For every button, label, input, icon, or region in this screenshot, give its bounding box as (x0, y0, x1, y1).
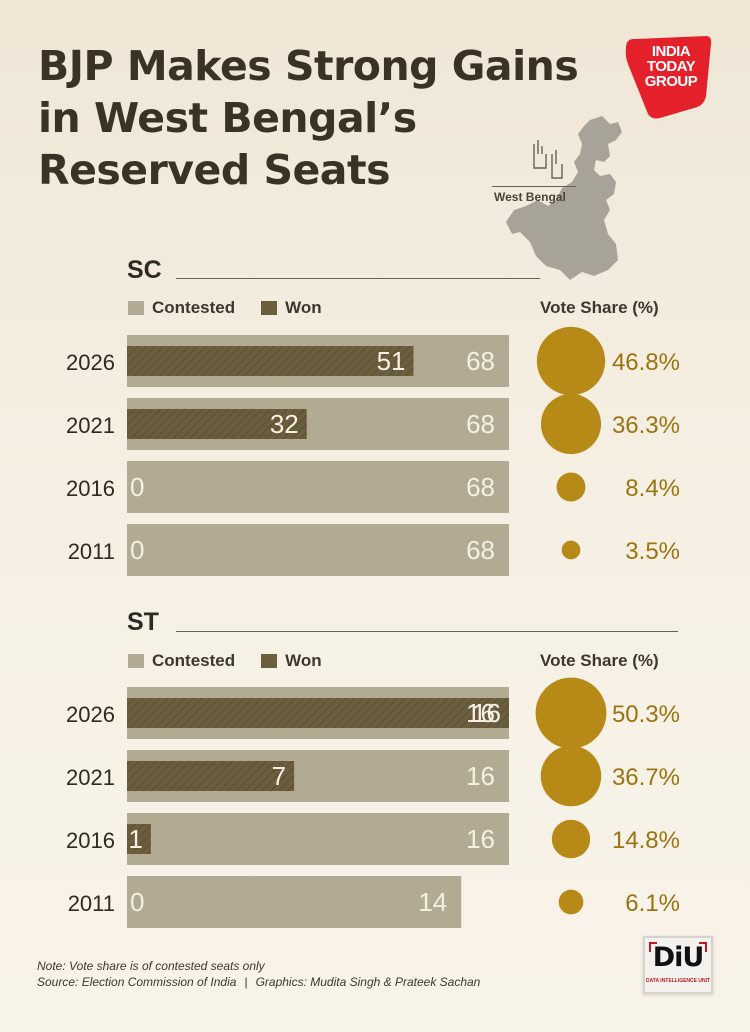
logo-line-1: INDIA (651, 43, 691, 60)
won-bar (127, 409, 307, 439)
year-label: 2021 (66, 413, 115, 438)
diu-corner-right (699, 942, 707, 952)
contested-bar (127, 461, 509, 513)
vote-share-label: 3.5% (625, 538, 680, 565)
year-label: 2011 (68, 539, 115, 564)
footer-note: Note: Vote share is of contested seats o… (37, 959, 265, 973)
footer-credits: Source: Election Commission of India | Gra… (37, 974, 480, 990)
year-label: 2021 (66, 765, 115, 790)
vote-share-label: 6.1% (625, 890, 680, 917)
map-label-rule (492, 186, 576, 187)
diu-corner-left (649, 942, 657, 952)
legend-won-label: Won (285, 651, 322, 670)
contested-value-label: 16 (466, 824, 495, 854)
footer-separator: | (244, 975, 248, 989)
vote-share-circle (558, 889, 584, 915)
logo-line-3: GROUP (644, 73, 698, 90)
won-bar (127, 346, 414, 376)
section-rule-sc (176, 278, 540, 279)
won-value-label: 16 (472, 698, 501, 728)
won-swatch (261, 301, 278, 315)
footer: Note: Vote share is of contested seats o… (37, 958, 480, 990)
won-value-label: 0 (130, 472, 144, 502)
map-label: West Bengal (494, 190, 566, 204)
legend-contested-label: Contested (152, 651, 236, 670)
vote-share-header-st: Vote Share (%) (540, 651, 659, 670)
section-title-st: ST (127, 608, 159, 636)
legend-item-won: Won (261, 298, 322, 318)
legend-won-label: Won (285, 298, 322, 317)
legend-item-won: Won (261, 651, 322, 671)
footer-graphics: Graphics: Mudita Singh & Prateek Sachan (255, 975, 481, 989)
won-value-label: 0 (130, 887, 144, 917)
title-line-3: Reserved Seats (38, 146, 390, 194)
won-value-label: 7 (272, 761, 286, 791)
year-label: 2026 (66, 350, 115, 375)
vote-share-circle (540, 393, 602, 455)
contested-bar (127, 876, 462, 928)
diu-subtitle: DATA INTELLIGENCE UNIT (645, 978, 711, 984)
won-value-label: 51 (377, 346, 406, 376)
vote-share-circle (556, 472, 586, 502)
won-value-label: 1 (128, 824, 142, 854)
west-bengal-map (506, 116, 622, 280)
contested-value-label: 68 (466, 472, 495, 502)
vote-share-label: 46.8% (612, 349, 680, 376)
won-bar (127, 761, 295, 791)
year-label: 2016 (66, 828, 115, 853)
contested-swatch (128, 654, 144, 668)
contested-value-label: 68 (466, 535, 495, 565)
year-label: 2011 (68, 891, 115, 916)
vote-share-circle (536, 326, 606, 396)
legend-st: Contested Won (128, 651, 348, 671)
vote-share-circle (551, 819, 591, 859)
won-swatch (261, 654, 278, 668)
india-today-logo (625, 36, 712, 119)
won-value-label: 32 (270, 409, 299, 439)
legend-contested-label: Contested (152, 298, 236, 317)
page-title: BJP Makes Strong Gains in West Bengal’s … (38, 40, 618, 196)
title-line-2: in West Bengal’s (38, 94, 417, 142)
section-title-sc: SC (127, 256, 162, 284)
vote-share-label: 8.4% (625, 475, 680, 502)
contested-bar (127, 524, 509, 576)
vote-share-circle (535, 677, 607, 749)
year-label: 2026 (66, 702, 115, 727)
legend-item-contested: Contested (128, 651, 235, 671)
vote-share-header-sc: Vote Share (%) (540, 298, 659, 317)
footer-source: Source: Election Commission of India (37, 975, 237, 989)
vote-share-circle (540, 745, 602, 807)
contested-value-label: 68 (466, 346, 495, 376)
contested-value-label: 16 (466, 698, 495, 728)
title-line-1: BJP Makes Strong Gains (38, 42, 579, 90)
won-bar (127, 698, 509, 728)
contested-value-label: 16 (466, 761, 495, 791)
contested-value-label: 68 (466, 409, 495, 439)
diu-logo: DiU DATA INTELLIGENCE UNIT (643, 936, 713, 994)
logo-line-2: TODAY (646, 58, 696, 75)
vote-share-label: 36.7% (612, 764, 680, 791)
won-bar (127, 824, 151, 854)
year-label: 2016 (66, 476, 115, 501)
vote-share-circle (561, 540, 581, 560)
vote-share-label: 36.3% (612, 412, 680, 439)
contested-value-label: 14 (418, 887, 447, 917)
legend-sc: Contested Won (128, 298, 348, 318)
diu-mark: DiU (652, 942, 705, 973)
contested-swatch (128, 301, 144, 315)
vote-share-label: 14.8% (612, 827, 680, 854)
section-rule-st (176, 631, 678, 632)
voter-fingers-icon (533, 140, 563, 179)
won-value-label: 0 (130, 535, 144, 565)
contested-bar (127, 813, 509, 865)
legend-item-contested: Contested (128, 298, 235, 318)
vote-share-label: 50.3% (612, 701, 680, 728)
logo-text: INDIA TODAY GROUP (630, 44, 712, 89)
